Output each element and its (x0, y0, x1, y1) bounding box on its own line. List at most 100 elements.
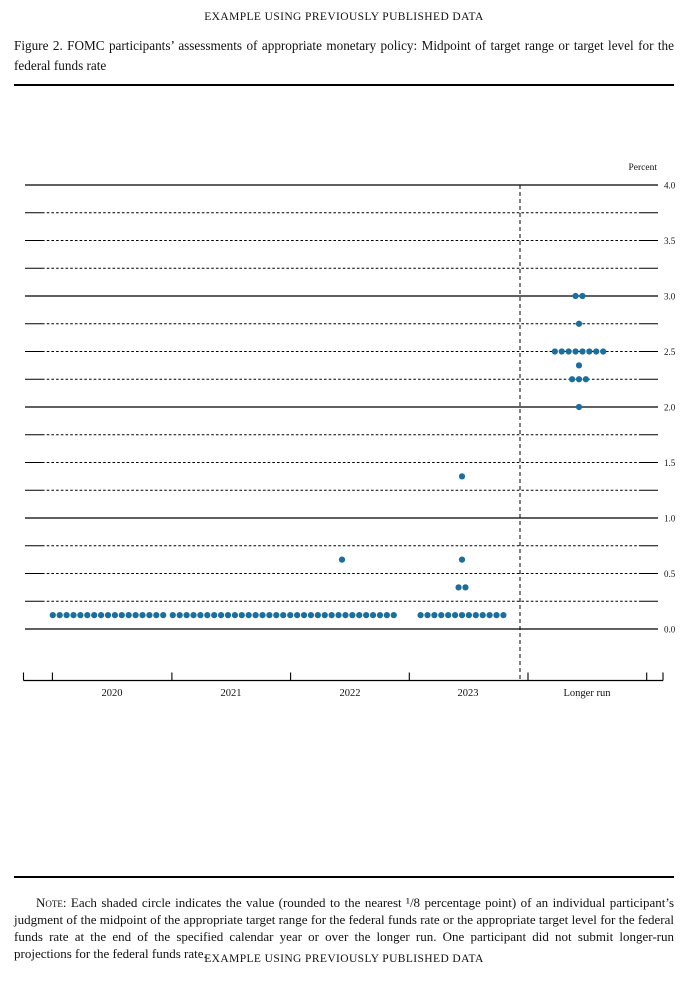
participant-dot (321, 612, 328, 619)
participant-dot (287, 612, 294, 619)
participant-dot (586, 348, 593, 355)
participant-dot (458, 556, 466, 563)
page-header-title: EXAMPLE USING PREVIOUSLY PUBLISHED DATA (204, 11, 484, 23)
y-tick-label: 2.0 (664, 403, 676, 413)
participant-dot (575, 362, 583, 369)
participant-dot (390, 612, 397, 619)
participant-dot (479, 612, 486, 619)
participant-dot (458, 612, 466, 619)
participant-dot (356, 612, 363, 619)
participant-dot (160, 612, 167, 619)
participant-dot (593, 348, 600, 355)
participant-dot (575, 376, 583, 383)
participant-dot (231, 612, 238, 619)
note-rule (14, 876, 674, 879)
y-tick-label: 1.0 (664, 514, 676, 524)
figure-caption: Figure 2. FOMC participants’ assessments… (14, 38, 674, 74)
category-label: 2020 (102, 688, 123, 699)
participant-dot (383, 612, 390, 619)
participant-dot (314, 612, 321, 619)
participant-dot (572, 348, 579, 355)
participant-dot (252, 612, 259, 619)
y-tick-label: 0.0 (664, 625, 676, 635)
participant-dot (486, 612, 493, 619)
participant-dot (363, 612, 370, 619)
participant-dot (63, 612, 70, 619)
participant-dot (472, 612, 479, 619)
participant-dot (424, 612, 431, 619)
participant-dot (569, 376, 576, 383)
participant-dot (125, 612, 132, 619)
participant-dot (452, 612, 459, 619)
note-label: Note: (36, 895, 67, 910)
y-tick-label: 4.0 (664, 181, 676, 191)
participant-dot (458, 473, 466, 480)
participant-dot (153, 612, 160, 619)
participant-dot (455, 584, 462, 591)
y-tick-label: 0.5 (664, 569, 676, 579)
participant-dot (273, 612, 280, 619)
participant-dot (70, 612, 77, 619)
note-text: Each shaded circle indicates the value (… (14, 895, 674, 962)
participant-dot (84, 612, 91, 619)
participant-dot (600, 348, 607, 355)
participant-dot (104, 612, 112, 619)
participant-dot (132, 612, 139, 619)
participant-dot (146, 612, 153, 619)
participant-dot (139, 612, 146, 619)
category-label: 2021 (221, 688, 242, 699)
participant-dot (328, 612, 335, 619)
participant-dot (183, 612, 190, 619)
participant-dot (438, 612, 445, 619)
participant-dot (575, 403, 583, 411)
participant-dot (49, 612, 56, 619)
participant-dot (266, 612, 273, 619)
category-label: Longer run (564, 688, 612, 699)
participant-dot (77, 612, 84, 619)
participant-dot (245, 612, 252, 619)
participant-dot (349, 612, 356, 619)
participant-dot (259, 612, 266, 619)
participant-dot (338, 556, 346, 563)
participant-dot (500, 612, 507, 619)
participant-dot (118, 612, 125, 619)
participant-dot (579, 292, 586, 300)
participant-dot (56, 612, 63, 619)
participant-dot (376, 612, 384, 619)
participant-dot (224, 612, 232, 619)
participant-dot (307, 612, 315, 619)
participant-dot (176, 612, 183, 619)
participant-dot (211, 612, 218, 619)
participant-dot (98, 612, 105, 619)
participant-dot (551, 348, 558, 355)
participant-dot (238, 612, 245, 619)
caption-rule (14, 84, 674, 87)
participant-dot (565, 348, 572, 355)
participant-dot (294, 612, 301, 619)
participant-dot (462, 584, 469, 591)
category-label: 2022 (340, 688, 361, 699)
percent-label: Percent (629, 163, 658, 173)
participant-dot (369, 612, 377, 619)
participant-dot (218, 612, 225, 619)
category-label: 2023 (458, 688, 479, 699)
participant-dot (300, 612, 308, 619)
participant-dot (169, 612, 176, 619)
participant-dot (579, 348, 586, 355)
participant-dot (575, 320, 583, 327)
participant-dot (204, 612, 211, 619)
y-tick-label: 1.5 (664, 458, 676, 468)
participant-dot (431, 612, 438, 619)
participant-dot (493, 612, 500, 619)
y-tick-label: 2.5 (664, 347, 676, 357)
y-tick-label: 3.0 (664, 292, 676, 302)
dot-plot-svg: 4.0 3.5 3.0 2.5 2.0 1.5 1.0 0.5 0.0 Percent 2020 20… (22, 163, 676, 699)
participant-dot (190, 612, 197, 619)
participant-dot (582, 376, 590, 383)
participant-dot (465, 612, 472, 619)
participant-dot (197, 612, 204, 619)
dot-plot-chart: 4.0 3.5 3.0 2.5 2.0 1.5 1.0 0.5 0.0 Percent 2020 20… (0, 150, 688, 715)
page-footer-title: EXAMPLE USING PREVIOUSLY PUBLISHED DATA (204, 953, 484, 965)
participant-dot (445, 612, 452, 619)
